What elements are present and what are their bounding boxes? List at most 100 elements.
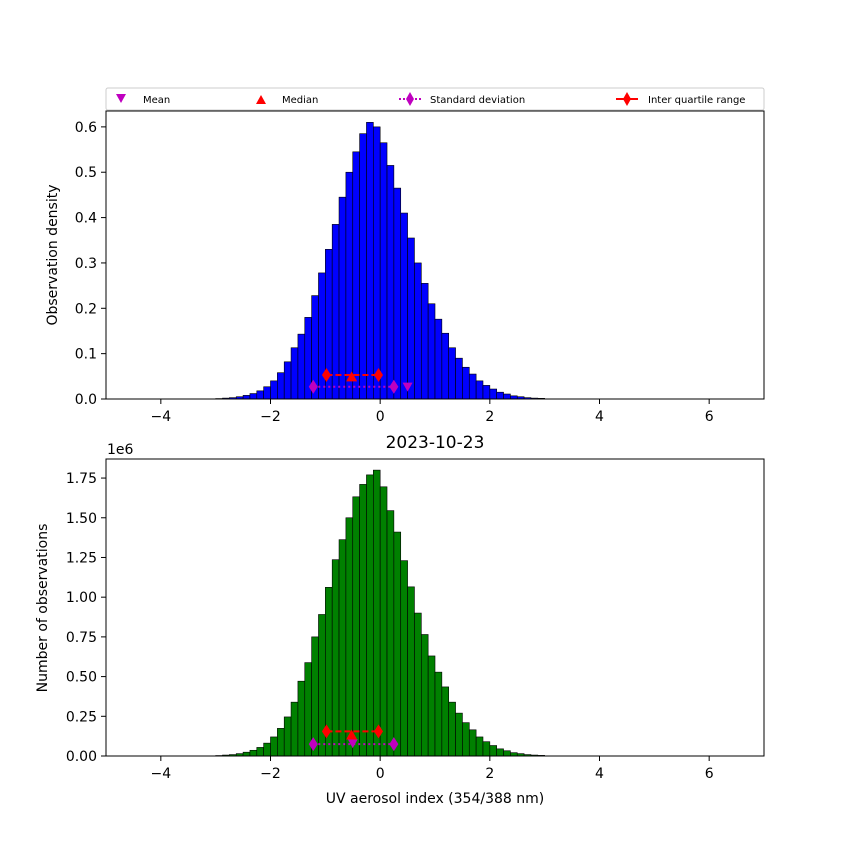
top-chart-xtick-label: −4 [151,409,172,425]
top-chart-xtick-label: 6 [705,409,714,425]
legend-std-label: Standard deviation [430,95,525,106]
top-chart-bar [345,171,354,400]
bottom-chart-mean-marker [347,739,358,749]
bottom-chart-bar [434,671,443,757]
bottom-chart-bar [462,722,470,757]
bottom-chart-ytick-label: 0.75 [66,630,97,646]
bottom-chart-bar [345,517,354,757]
bottom-chart-stats [308,724,399,752]
bottom-chart-bar [503,750,511,757]
bottom-chart-bar [270,736,278,757]
top-chart-ytick-label: 0.6 [75,120,97,136]
bottom-chart-iqr-marker [374,724,384,739]
top-chart-std-marker [308,379,318,394]
top-chart-bar [297,333,306,400]
top-chart-frame [105,110,765,400]
top-chart-bar [359,133,367,400]
bottom-chart-bar [468,729,477,757]
top-chart-ytick-label: 0.0 [75,392,97,408]
top-chart-median-marker [346,371,358,382]
bottom-chart-std-marker [308,737,318,752]
bottom-chart-bar [242,751,251,757]
top-chart-bar [475,380,484,400]
top-chart-bar [331,224,340,400]
top-chart-ytick-label: 0.1 [75,347,97,363]
top-chart-bar [393,187,402,400]
bottom-chart-xtick-label: −2 [260,766,281,782]
top-chart-xtick-label: 2 [485,409,494,425]
top-chart-bar [489,388,497,400]
top-chart-yticks: 0.0 0.1 0.2 0.3 0.4 0.5 0.6 [75,120,106,408]
bottom-chart-xtick-label: 6 [705,766,714,782]
top-chart-bar [283,361,292,400]
bottom-chart-bar [283,716,292,757]
top-chart-bar [414,262,422,400]
bottom-chart-ytick-label: 0.50 [66,670,97,686]
bottom-chart-median-marker [346,729,358,740]
bottom-chart-bar [359,484,367,757]
top-chart-xtick-label: −2 [260,409,281,425]
bottom-chart-ytick-label: 0.00 [66,749,97,765]
legend: Mean Median Standard deviation Inter qua… [105,87,765,111]
top-chart-iqr-marker [374,367,384,382]
bottom-chart-ytick-label: 1.25 [66,550,97,566]
bottom-chart-title: 2023-10-23 [386,433,485,453]
top-chart-bar [455,357,463,400]
top-chart-xticks: −4 −2 0 2 4 6 [151,399,714,425]
top-chart-iqr-marker [321,367,331,382]
bottom-chart-ytick-label: 0.25 [66,709,97,725]
top-chart-bar [407,237,415,400]
bottom-chart-yticks: 0.00 0.25 0.50 0.75 1.00 1.25 1.50 1.75 [66,471,106,765]
top-chart-bar [290,347,299,400]
bottom-chart-ytick-label: 1.00 [66,590,97,606]
top-chart-bar [263,386,271,400]
bottom-chart-std-marker [389,737,399,752]
top-chart-bar [441,332,450,400]
bottom-chart-bar [489,745,497,757]
bottom-chart-bar [277,728,285,757]
bottom-chart-bar [379,486,388,757]
bottom-chart-xtick-label: 4 [595,766,604,782]
top-chart-bar [352,151,360,400]
bottom-chart-bars [215,469,545,757]
bottom-chart-bar [496,748,504,757]
bottom-chart-bar [297,680,306,757]
top-chart-ytick-label: 0.2 [75,301,97,317]
top-chart-ytick-label: 0.3 [75,256,97,272]
bottom-chart-bar [290,701,299,757]
bottom-chart-xtick-label: 0 [376,766,385,782]
bottom-chart-bar [455,712,463,757]
top-chart-bar [434,318,443,400]
bottom-chart-bar [263,742,271,757]
top-chart-bar [496,391,504,400]
bottom-chart-ytick-label: 1.50 [66,511,97,527]
top-chart-bar [448,347,456,400]
top-chart-bar [379,142,388,400]
bottom-chart-bar [441,686,450,757]
top-chart-bar [256,390,264,400]
bottom-chart-xtick-label: 2 [485,766,494,782]
legend-median-label: Median [282,95,318,106]
top-chart-xtick-label: 0 [376,409,385,425]
bottom-chart-bar [331,559,340,757]
top-chart-bar [249,393,258,400]
bottom-chart-bar [475,736,484,757]
top-chart-bar [270,380,278,400]
bottom-chart-bar [400,560,408,757]
legend-median-marker [256,95,266,104]
top-chart-ytick-label: 0.4 [75,211,97,227]
top-chart-std-marker [389,379,399,394]
top-chart-bar [373,126,381,400]
legend-iqr-label: Inter quartile range [648,95,745,106]
top-chart-bar [242,395,251,400]
legend-frame [105,87,765,111]
bottom-chart-bar [407,586,415,757]
top-chart-bar [338,196,347,400]
legend-mean-marker [116,94,126,103]
top-chart-mean-marker [402,382,413,392]
bottom-chart-bar [482,741,491,757]
bottom-chart-frame [105,458,765,757]
top-chart-bar [503,393,511,400]
top-chart-bar [386,165,395,400]
top-chart-bar [420,283,429,400]
